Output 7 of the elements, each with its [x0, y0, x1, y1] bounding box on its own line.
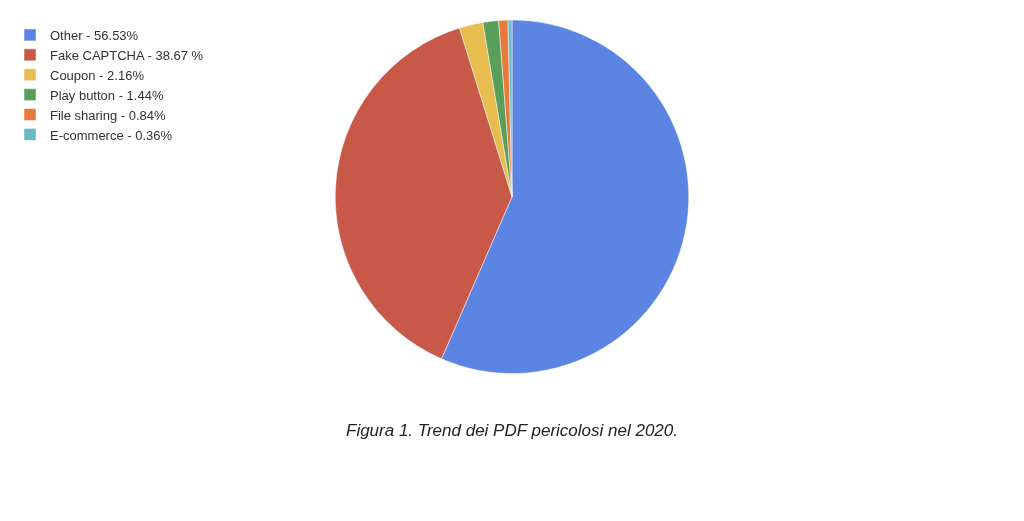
- legend-label: Play button - 1.44%: [50, 87, 164, 103]
- legend-label: Fake CAPTCHA - 38.67 %: [50, 47, 204, 63]
- legend-label: E-commerce - 0.36%: [50, 127, 173, 143]
- legend-label: Other - 56.53%: [50, 28, 139, 44]
- legend-label: File sharing - 0.84%: [50, 107, 167, 123]
- text: Figura 1. Trend dei PDF pericolosi nel 2020.: [346, 421, 678, 440]
- legend-label: Coupon - 2.16%: [50, 67, 145, 83]
